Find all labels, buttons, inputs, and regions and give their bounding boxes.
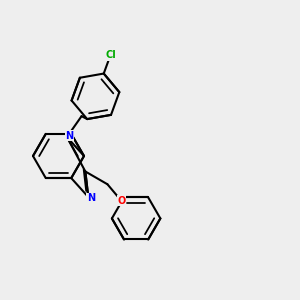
- Text: N: N: [65, 131, 74, 141]
- Text: O: O: [117, 196, 125, 206]
- Text: Cl: Cl: [105, 50, 116, 60]
- Text: N: N: [87, 193, 95, 203]
